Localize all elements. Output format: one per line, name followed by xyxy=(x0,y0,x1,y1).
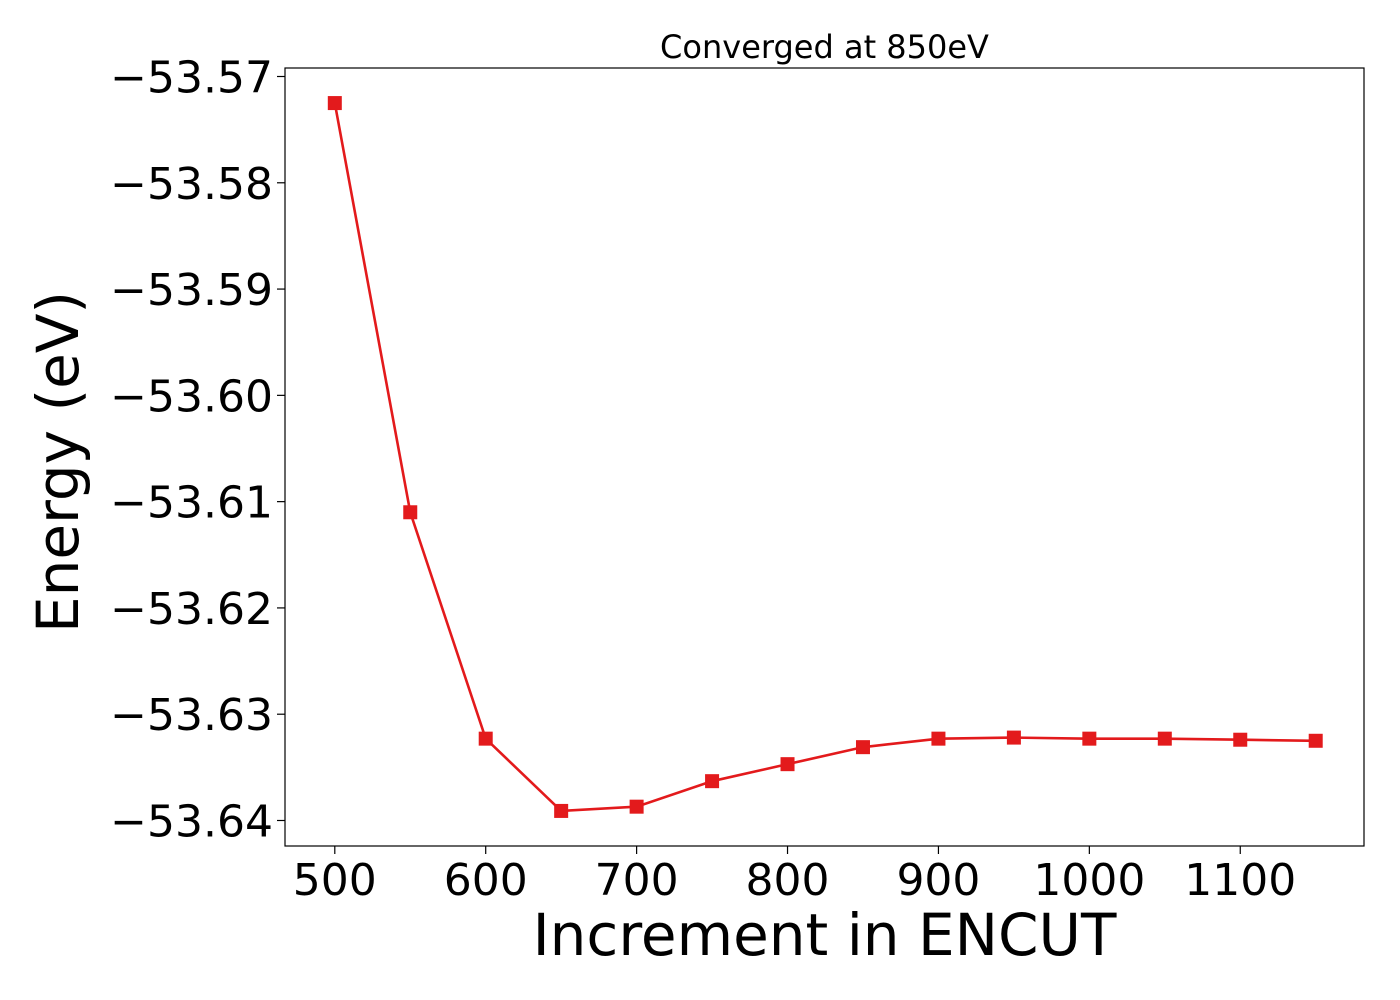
data-point xyxy=(1308,733,1323,748)
y-tick-label: −53.63 xyxy=(110,690,273,741)
x-tick-label: 900 xyxy=(896,855,980,906)
y-tick-label: −53.58 xyxy=(110,159,273,210)
y-tick-label: −53.57 xyxy=(110,53,273,104)
plot-frame xyxy=(284,67,1365,847)
y-tick-label: −53.59 xyxy=(110,265,273,316)
data-point xyxy=(629,799,644,814)
data-point xyxy=(327,96,342,111)
y-tick-label: −53.60 xyxy=(110,371,273,422)
data-point xyxy=(478,731,493,746)
data-point xyxy=(1157,731,1172,746)
data-point xyxy=(780,757,795,772)
y-axis: −53.57 −53.58 −53.59 −53.60 −53.61 −53.62 −53.… xyxy=(110,53,285,847)
data-point xyxy=(1082,731,1097,746)
x-axis-title: Increment in ENCUT xyxy=(533,901,1117,969)
data-point xyxy=(855,740,870,755)
x-tick-label: 1100 xyxy=(1184,855,1296,906)
y-tick-label: −53.61 xyxy=(110,478,273,529)
y-tick-label: −53.64 xyxy=(110,796,273,847)
data-point xyxy=(1006,730,1021,745)
data-point xyxy=(931,731,946,746)
x-tick-label: 700 xyxy=(595,855,679,906)
series-line xyxy=(333,102,1316,813)
data-point xyxy=(1233,732,1248,747)
data-point xyxy=(403,505,418,520)
x-tick-label: 800 xyxy=(746,855,830,906)
data-point xyxy=(554,803,569,818)
x-tick-label: 500 xyxy=(293,855,377,906)
y-axis-title: Energy (eV) xyxy=(24,291,92,633)
data-point xyxy=(705,774,720,789)
chart-title: Converged at 850eV xyxy=(660,28,989,66)
plot-area xyxy=(327,96,1323,818)
x-tick-label: 600 xyxy=(444,855,528,906)
x-tick-label: 1000 xyxy=(1033,855,1145,906)
x-axis: 500 600 700 800 900 1000 1100 xyxy=(293,846,1296,906)
y-tick-label: −53.62 xyxy=(110,584,273,635)
